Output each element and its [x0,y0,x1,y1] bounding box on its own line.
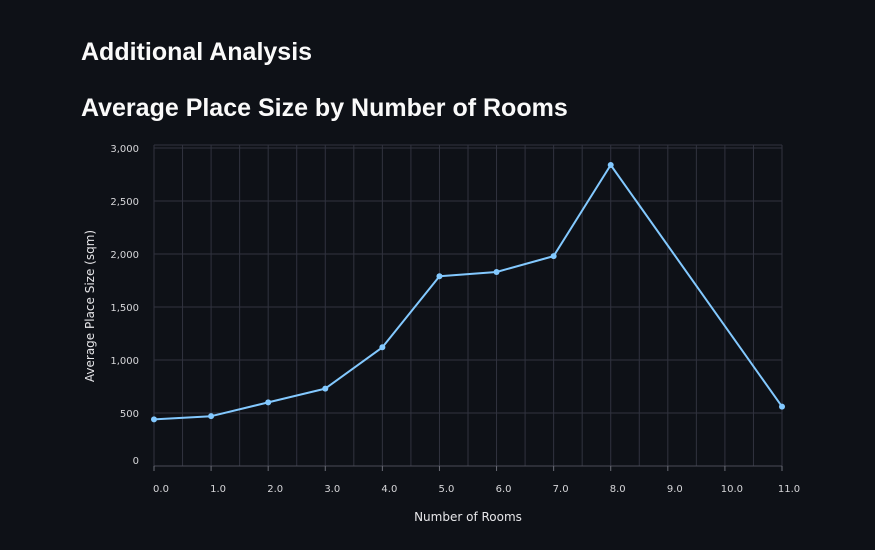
x-tick-label: 3.0 [324,484,340,495]
section-title: Additional Analysis [81,38,313,66]
x-axis-title: Number of Rooms [414,510,522,524]
x-tick-label: 4.0 [381,484,397,495]
data-point [322,385,329,392]
y-axis-title: Average Place Size (sqm) [83,230,97,382]
x-tick-label: 6.0 [496,484,512,495]
x-tick-label: 2.0 [267,484,283,495]
y-tick-label: 2,500 [110,197,139,208]
data-point [779,403,785,410]
data-point [379,344,386,351]
x-axis-ticks: 0.0 1.0 2.0 3.0 4.0 5.0 6.0 7.0 8.0 9.0 10.0 11.0 [153,466,800,495]
x-tick-label: 0.0 [153,484,169,495]
y-tick-label: 3,000 [110,144,139,155]
data-point [607,161,614,168]
y-tick-label: 1,000 [110,356,139,367]
data-point [550,253,557,260]
grid [153,144,783,467]
chart-title: Average Place Size by Number of Rooms [81,94,568,122]
y-tick-label: 2,000 [110,250,139,261]
x-tick-label: 10.0 [721,484,743,495]
y-axis-ticks: 0 500 1,000 1,500 2,000 2,500 3,000 [110,144,139,467]
data-point [265,399,272,406]
y-tick-label: 500 [120,409,139,420]
data-point [151,416,157,423]
series-area [151,161,785,423]
series-line [153,164,783,421]
x-tick-label: 8.0 [610,484,626,495]
x-tick-label: 1.0 [210,484,226,495]
x-tick-label: 7.0 [553,484,569,495]
y-tick-label: 0 [133,456,139,467]
x-tick-label: 5.0 [439,484,455,495]
x-tick-label: 11.0 [778,484,800,495]
data-point [436,273,443,280]
y-tick-label: 1,500 [110,303,139,314]
data-point [493,269,500,276]
data-point [208,413,215,420]
x-tick-label: 9.0 [667,484,683,495]
